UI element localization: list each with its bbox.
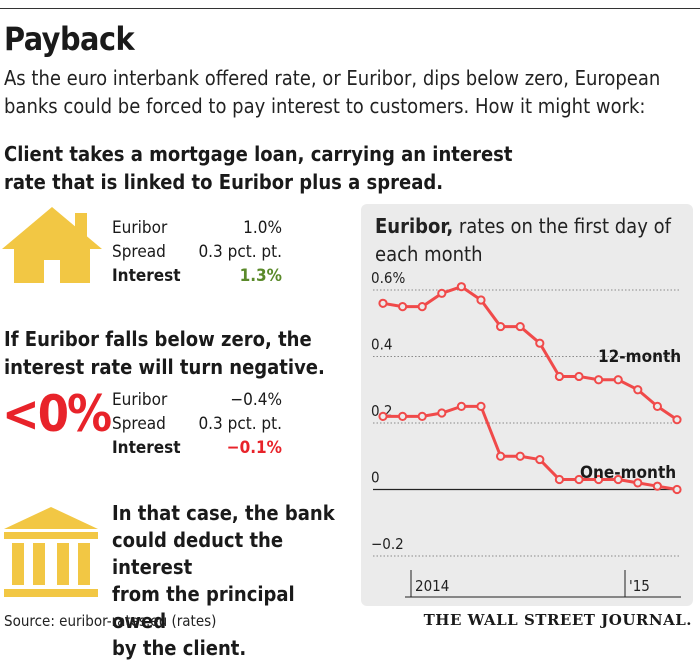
- y-tick-label: 0: [371, 469, 380, 487]
- data-point: [574, 371, 584, 382]
- series-label: 12-month: [598, 347, 681, 367]
- negative-rate-label: <0%: [2, 385, 112, 443]
- data-point: [515, 321, 525, 332]
- row-label: Euribor: [112, 390, 168, 410]
- data-point: [594, 474, 604, 485]
- house-icon: [2, 207, 102, 283]
- row-label: Interest: [112, 266, 181, 286]
- data-point: [554, 474, 565, 485]
- data-point: [633, 385, 643, 395]
- bank-building-icon: [4, 507, 98, 597]
- data-point: [652, 481, 663, 491]
- top-rule: [0, 8, 700, 9]
- row-value: 0.3 pct. pt.: [198, 414, 282, 434]
- x-tick-label: '15: [629, 577, 650, 595]
- y-tick-label: 0.6%: [371, 269, 405, 287]
- data-point: [476, 401, 486, 411]
- step1-row-interest: Interest 1.3%: [112, 266, 282, 288]
- step2-title-line1: If Euribor falls below zero, the: [4, 327, 312, 351]
- row-value: −0.4%: [230, 390, 282, 410]
- data-point: [437, 288, 447, 298]
- step2-row-euribor: Euribor −0.4%: [112, 390, 282, 412]
- row-value: 1.0%: [243, 218, 282, 238]
- data-point: [672, 415, 682, 425]
- row-label: Spread: [112, 414, 166, 434]
- data-point: [633, 478, 643, 488]
- row-value: 0.3 pct. pt.: [198, 242, 282, 262]
- row-label: Spread: [112, 242, 166, 262]
- y-tick-label: −0.2: [371, 535, 404, 553]
- data-point: [417, 302, 427, 312]
- step3-line: from the principal owed: [112, 582, 295, 633]
- data-point: [652, 401, 663, 411]
- data-point: [456, 401, 466, 411]
- step3-line: In that case, the bank: [112, 501, 335, 525]
- data-point: [672, 484, 682, 495]
- data-point: [496, 321, 506, 332]
- data-point: [613, 375, 623, 385]
- data-point: [417, 411, 427, 421]
- step1-title-line2: rate that is linked to Euribor plus a sp…: [4, 170, 444, 194]
- row-value: −0.1%: [226, 438, 282, 458]
- series-label: One-month: [580, 463, 676, 483]
- x-tick-label: 2014: [415, 577, 449, 595]
- data-point: [554, 371, 565, 382]
- data-point: [456, 282, 466, 292]
- series-line: [383, 404, 678, 491]
- chart-panel: [361, 204, 693, 606]
- publisher-credit: THE WALL STREET JOURNAL.: [423, 611, 692, 629]
- data-point: [535, 338, 545, 348]
- row-value: 1.3%: [239, 266, 282, 286]
- y-tick-label: 0.4: [371, 336, 392, 354]
- chart-title-bold: Euribor,: [375, 214, 454, 238]
- data-point: [613, 474, 623, 485]
- step1-row-spread: Spread 0.3 pct. pt.: [112, 242, 282, 264]
- page-title: Payback: [4, 20, 135, 58]
- source-note: Source: euribor-rates.eu (rates): [4, 612, 217, 630]
- data-point: [437, 408, 447, 418]
- data-point: [476, 295, 486, 305]
- data-point: [398, 411, 408, 421]
- data-point: [535, 454, 545, 465]
- step2-row-spread: Spread 0.3 pct. pt.: [112, 414, 282, 436]
- data-point: [574, 474, 584, 485]
- step2-row-interest: Interest −0.1%: [112, 438, 282, 460]
- data-point: [515, 451, 525, 461]
- data-point: [594, 375, 604, 385]
- row-label: Euribor: [112, 218, 168, 238]
- data-point: [496, 451, 506, 461]
- step1-title-line1: Client takes a mortgage loan, carrying a…: [4, 142, 513, 166]
- series-line: [382, 285, 678, 421]
- step2-title-line2: interest rate will turn negative.: [4, 355, 325, 379]
- step1-row-euribor: Euribor 1.0%: [112, 218, 282, 240]
- chart-title: Euribor, rates on the first day of each …: [375, 212, 685, 268]
- chart-title-rest: rates on the first day of each month: [375, 214, 671, 266]
- intro-text: As the euro interbank offered rate, or E…: [4, 66, 661, 118]
- data-point: [378, 298, 388, 308]
- step3-line: could deduct the interest: [112, 528, 284, 579]
- data-point: [378, 411, 388, 421]
- step3-line: by the client.: [112, 636, 247, 660]
- data-point: [398, 302, 408, 312]
- row-label: Interest: [112, 438, 181, 458]
